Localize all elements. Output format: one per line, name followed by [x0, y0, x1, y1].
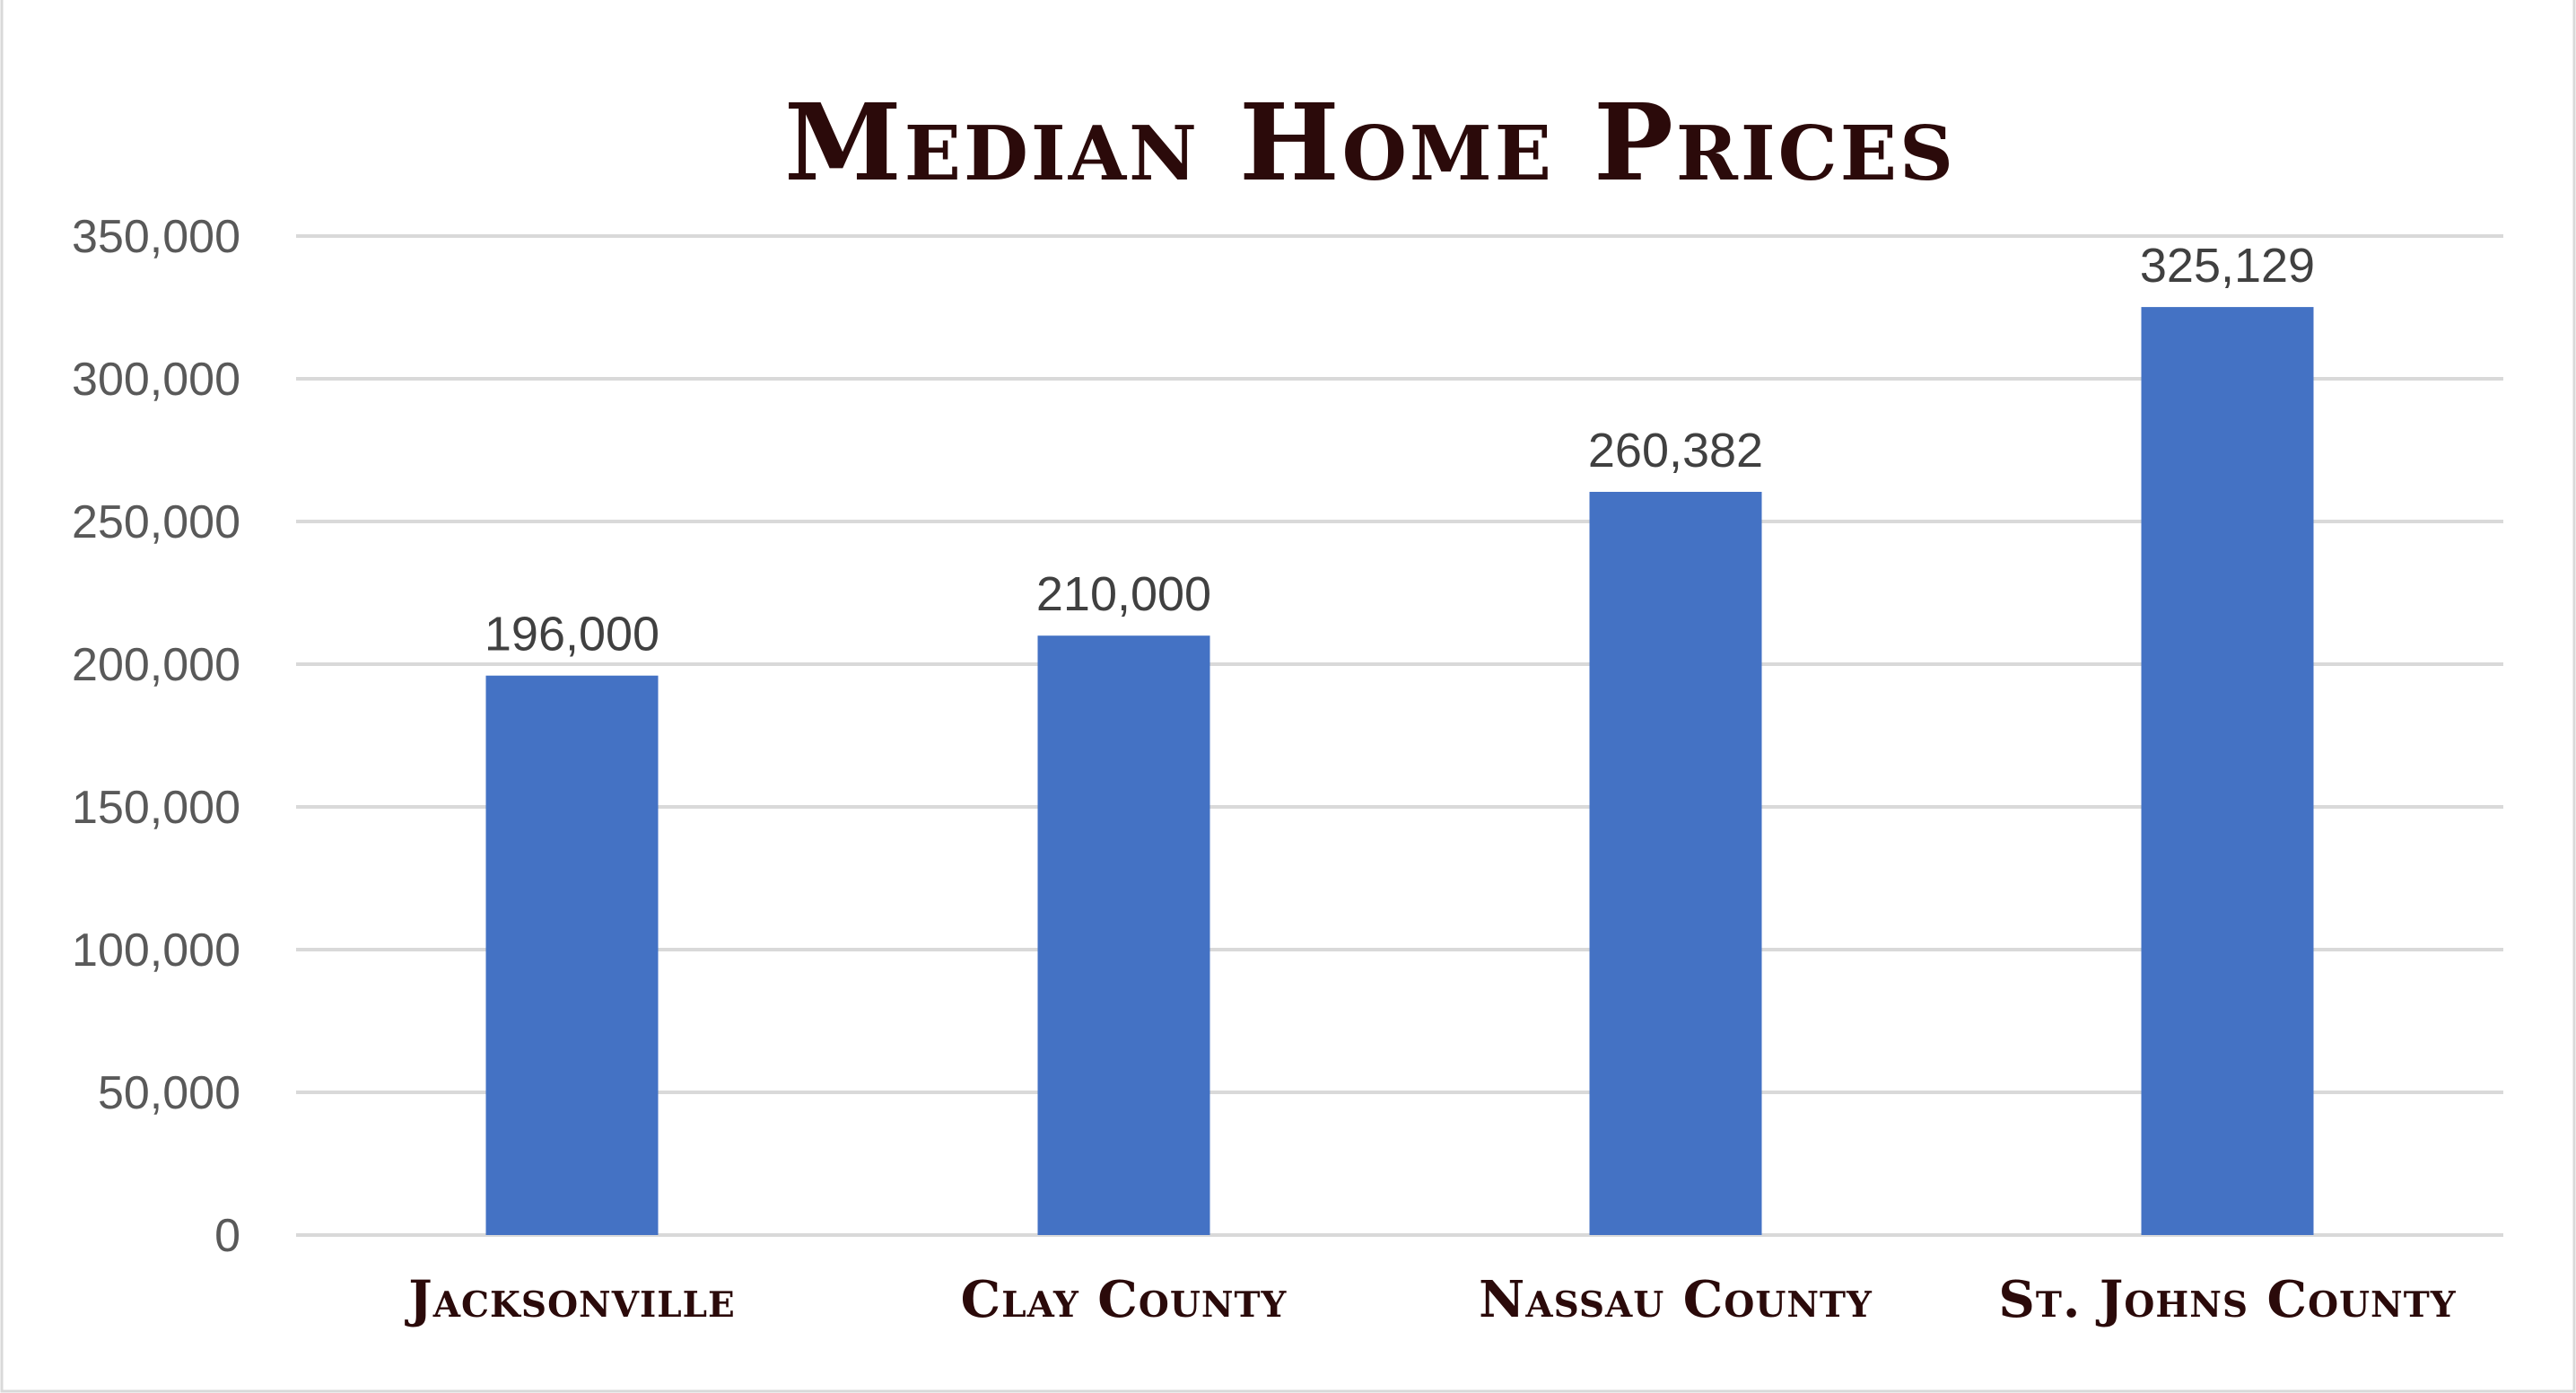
- bar: [485, 675, 659, 1235]
- category-label: St. Johns County: [1998, 1270, 2456, 1329]
- y-tick-label: 350,000: [72, 211, 240, 263]
- data-label: 196,000: [485, 608, 659, 661]
- data-labels: 196,000 210,000 260,382 325,129: [485, 239, 2315, 661]
- y-tick-label: 100,000: [72, 924, 240, 977]
- y-tick-label: 0: [214, 1210, 240, 1262]
- category-label: Clay County: [961, 1270, 1288, 1329]
- category-label: Jacksonville: [404, 1270, 736, 1329]
- bar: [1589, 491, 1762, 1235]
- bar: [1037, 635, 1210, 1235]
- y-axis-tick-labels: 0 50,000 100,000 150,000 200,000 250,000 300,0…: [72, 211, 240, 1262]
- category-label: Nassau County: [1479, 1270, 1873, 1329]
- bar: [2141, 307, 2314, 1235]
- y-tick-label: 200,000: [72, 639, 240, 691]
- y-tick-label: 250,000: [72, 496, 240, 548]
- data-label: 260,382: [1588, 424, 1763, 477]
- gridlines: [296, 234, 2503, 1237]
- bars: [485, 307, 2314, 1235]
- y-tick-label: 300,000: [72, 354, 240, 406]
- data-label: 325,129: [2140, 239, 2315, 293]
- y-tick-label: 50,000: [98, 1067, 240, 1119]
- x-axis-category-labels: Jacksonville Clay County Nassau County St. …: [404, 1270, 2456, 1329]
- chart-title: Median Home Prices: [784, 80, 1956, 205]
- y-tick-label: 150,000: [72, 782, 240, 834]
- data-label: 210,000: [1036, 567, 1211, 621]
